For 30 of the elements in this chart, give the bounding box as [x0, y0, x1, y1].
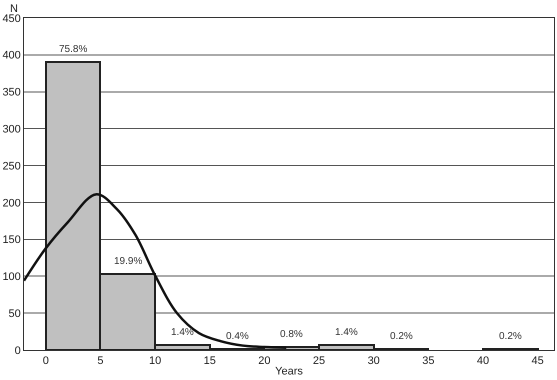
y-tick-label: 300	[2, 124, 21, 136]
y-tick-label: 200	[2, 197, 21, 210]
x-tick-label: 20	[258, 355, 271, 368]
annotation: 0.2%	[499, 331, 522, 342]
x-axis-title: Years	[275, 365, 304, 378]
annotation: 1.4%	[335, 327, 358, 338]
x-tick-label: 15	[204, 355, 216, 368]
annotation: 0.2%	[390, 331, 413, 342]
x-tick-label: 45	[531, 355, 544, 368]
y-tick-label: 100	[2, 271, 21, 284]
annotation: 1.4%	[171, 327, 194, 338]
y-tick-label: 250	[2, 160, 21, 172]
y-tick-label: 450	[2, 12, 21, 25]
annotation: 75.8%	[59, 44, 88, 55]
y-tick-label: 0	[14, 344, 21, 357]
annotation: 0.8%	[280, 329, 303, 340]
x-tick-label: 40	[476, 355, 490, 368]
y-tick-label: 50	[8, 308, 21, 320]
annotation: 0.4%	[226, 331, 249, 342]
y-tick-label: 150	[2, 234, 21, 246]
x-tick-label: 5	[97, 355, 104, 368]
x-tick-label: 10	[149, 355, 162, 368]
x-tick-label: 25	[312, 355, 326, 368]
y-axis-title: N	[10, 3, 18, 15]
x-tick-label: 35	[422, 355, 434, 368]
x-tick-label: 0	[42, 355, 49, 368]
x-tick-label: 30	[368, 355, 380, 368]
annotation: 19.9%	[114, 256, 142, 267]
y-tick-label: 350	[2, 86, 21, 99]
y-tick-label: 400	[2, 50, 21, 62]
